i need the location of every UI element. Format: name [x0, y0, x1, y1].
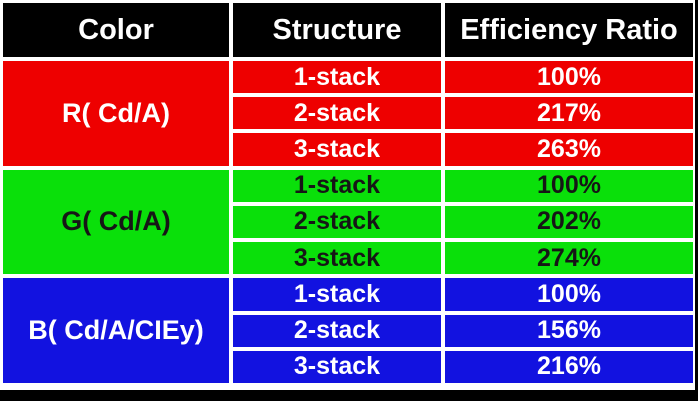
header-cell-structure: Structure	[233, 3, 441, 57]
ratio-cell: 202%	[445, 205, 693, 239]
header-label-structure: Structure	[272, 13, 402, 46]
structure-cell: 2-stack	[233, 205, 441, 239]
structure-cell: 3-stack	[233, 350, 441, 383]
color-group-label-green: G( Cd/A)	[3, 169, 229, 275]
ratio-cell: 217%	[445, 97, 693, 130]
header-cell-color: Color	[3, 3, 229, 57]
header-label-efficiency-ratio: Efficiency Ratio	[460, 13, 678, 46]
color-group-label-red: R( Cd/A)	[3, 61, 229, 166]
header-cell-efficiency-ratio: Efficiency Ratio	[445, 3, 693, 57]
ratio-cell: 100%	[445, 278, 693, 311]
ratio-cell: 100%	[445, 169, 693, 202]
ratio-cell: 274%	[445, 242, 693, 275]
structure-cell: 1-stack	[233, 61, 441, 94]
ratio-cell: 216%	[445, 350, 693, 383]
table-card: Color Structure Efficiency Ratio R( Cd/A…	[0, 0, 695, 390]
header-label-color: Color	[78, 13, 154, 46]
ratio-cell: 156%	[445, 314, 693, 347]
structure-cell: 1-stack	[233, 169, 441, 202]
structure-cell: 3-stack	[233, 242, 441, 275]
efficiency-table: Color Structure Efficiency Ratio R( Cd/A…	[3, 3, 693, 383]
structure-cell: 2-stack	[233, 314, 441, 347]
group-label-text: R( Cd/A)	[62, 97, 170, 128]
ratio-cell: 100%	[445, 61, 693, 94]
structure-cell: 1-stack	[233, 278, 441, 311]
color-group-label-blue: B( Cd/A/CIEy)	[3, 278, 229, 383]
structure-cell: 3-stack	[233, 133, 441, 166]
group-label-text: B( Cd/A/CIEy)	[28, 315, 204, 346]
structure-cell: 2-stack	[233, 97, 441, 130]
ratio-cell: 263%	[445, 133, 693, 166]
group-label-text: G( Cd/A)	[61, 206, 171, 237]
